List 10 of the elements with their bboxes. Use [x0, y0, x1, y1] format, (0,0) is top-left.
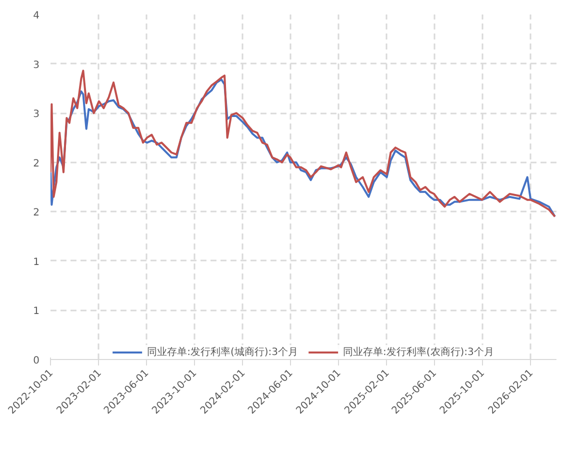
- legend-label: 同业存单:发行利率(农商行):3个月: [343, 346, 494, 359]
- y-tick-label: 1: [33, 256, 40, 268]
- y-tick-label: 1: [33, 306, 40, 318]
- y-tick-label: 0: [33, 356, 40, 366]
- y-tick-label: 2: [33, 158, 40, 170]
- y-tick-label: 4: [33, 10, 40, 22]
- y-tick-label: 3: [33, 109, 40, 120]
- y-tick-label: 2: [33, 208, 40, 219]
- legend-label: 同业存单:发行利率(城商行):3个月: [147, 346, 298, 359]
- y-tick-label: 3: [33, 60, 40, 71]
